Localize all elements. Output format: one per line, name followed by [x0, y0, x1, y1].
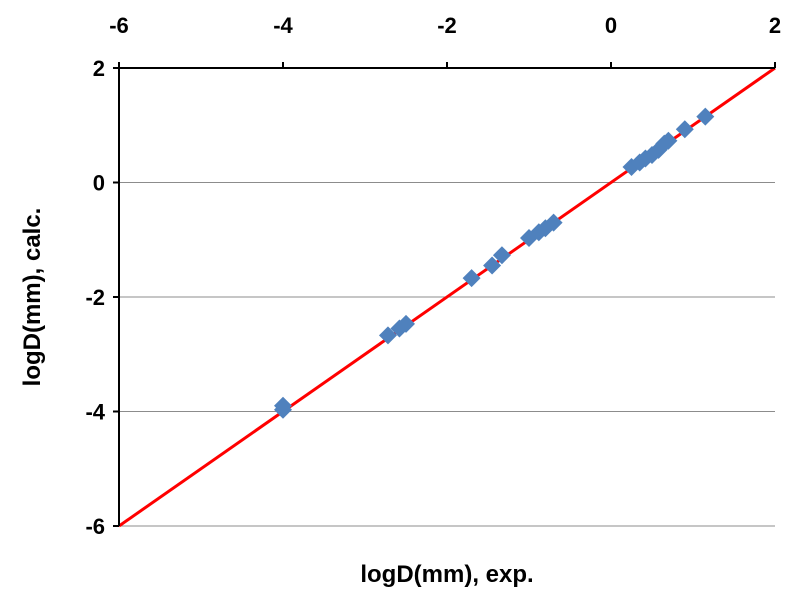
data-point	[462, 269, 481, 288]
data-point	[274, 396, 292, 415]
data-point	[675, 120, 694, 139]
x-tick-label: 2	[769, 13, 781, 38]
y-tick-labels: 2 0 -2 -4 -6	[85, 56, 119, 539]
y-tick-label: 0	[93, 171, 105, 196]
x-tick-label: -4	[273, 13, 293, 38]
data-point	[492, 246, 511, 265]
x-tick-labels: -6 -4 -2 0 2	[109, 13, 781, 68]
data-point	[378, 326, 397, 345]
x-tick-label: 0	[605, 13, 617, 38]
data-point	[397, 314, 415, 333]
data-point	[696, 107, 715, 126]
x-tick-label: -2	[437, 13, 457, 38]
x-tick-label: -6	[109, 13, 129, 38]
data-points	[274, 107, 715, 419]
y-axis-title: logD(mm), calc.	[19, 208, 46, 387]
data-point	[483, 256, 502, 275]
x-axis-title: logD(mm), exp.	[360, 561, 533, 588]
data-point	[544, 213, 563, 232]
data-point	[659, 131, 678, 150]
y-tick-label: -2	[85, 285, 105, 310]
y-tick-label: -4	[85, 400, 105, 425]
y-tick-label: -6	[85, 514, 105, 539]
y-tick-label: 2	[93, 56, 105, 81]
